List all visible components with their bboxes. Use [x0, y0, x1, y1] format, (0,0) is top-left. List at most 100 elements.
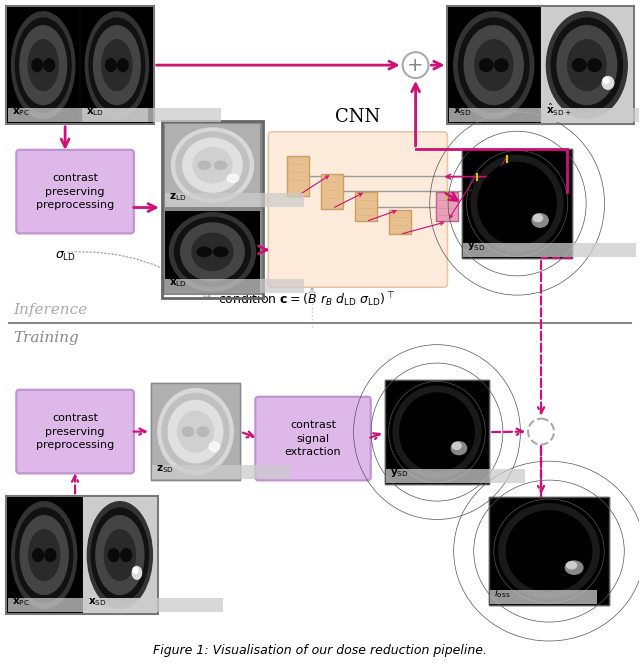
FancyBboxPatch shape [385, 380, 489, 484]
Ellipse shape [214, 247, 228, 256]
FancyBboxPatch shape [82, 108, 221, 122]
FancyBboxPatch shape [6, 496, 157, 614]
FancyBboxPatch shape [355, 192, 377, 222]
Ellipse shape [89, 18, 145, 112]
Ellipse shape [588, 59, 601, 71]
Ellipse shape [15, 18, 71, 112]
Text: $\sigma_\mathrm{LD}$: $\sigma_\mathrm{LD}$ [55, 250, 76, 264]
Ellipse shape [168, 400, 223, 463]
FancyBboxPatch shape [84, 598, 223, 612]
Ellipse shape [471, 155, 563, 252]
Ellipse shape [175, 217, 250, 286]
FancyBboxPatch shape [496, 156, 518, 196]
Ellipse shape [198, 161, 211, 169]
FancyBboxPatch shape [6, 7, 154, 124]
FancyBboxPatch shape [436, 192, 458, 222]
Ellipse shape [506, 511, 591, 591]
Text: Training: Training [13, 331, 79, 345]
Ellipse shape [85, 12, 148, 119]
Text: $\mathbf{x}_\mathrm{PC}$: $\mathbf{x}_\mathrm{PC}$ [12, 596, 30, 608]
Ellipse shape [602, 77, 614, 89]
FancyBboxPatch shape [255, 397, 371, 480]
FancyBboxPatch shape [83, 498, 157, 613]
Text: $\mathbf{x}_\mathrm{LD}$: $\mathbf{x}_\mathrm{LD}$ [86, 106, 104, 118]
Text: $l_{\mathrm{oss}}$: $l_{\mathrm{oss}}$ [494, 586, 511, 600]
Ellipse shape [92, 508, 148, 602]
FancyBboxPatch shape [8, 108, 148, 122]
Circle shape [403, 52, 429, 78]
Ellipse shape [193, 147, 232, 183]
Ellipse shape [133, 567, 138, 573]
Ellipse shape [20, 515, 68, 595]
FancyBboxPatch shape [164, 123, 261, 208]
Ellipse shape [603, 77, 609, 83]
Ellipse shape [118, 59, 128, 71]
Ellipse shape [547, 12, 627, 119]
Ellipse shape [183, 139, 242, 192]
FancyBboxPatch shape [164, 192, 304, 206]
FancyBboxPatch shape [151, 383, 241, 480]
Text: contrast
signal
extraction: contrast signal extraction [285, 420, 341, 457]
Ellipse shape [180, 223, 244, 280]
FancyBboxPatch shape [164, 210, 261, 294]
Ellipse shape [28, 40, 58, 91]
Ellipse shape [533, 214, 543, 222]
Ellipse shape [15, 508, 73, 602]
FancyBboxPatch shape [386, 470, 525, 484]
Ellipse shape [158, 389, 233, 475]
Text: $\mathbf{z}_\mathrm{SD}$: $\mathbf{z}_\mathrm{SD}$ [156, 464, 173, 476]
Ellipse shape [33, 549, 44, 561]
FancyBboxPatch shape [152, 466, 291, 480]
FancyBboxPatch shape [287, 156, 309, 196]
Ellipse shape [458, 18, 529, 112]
FancyBboxPatch shape [8, 498, 81, 613]
FancyBboxPatch shape [490, 590, 596, 604]
Text: CNN: CNN [335, 108, 380, 126]
Ellipse shape [96, 515, 144, 595]
Text: Inference: Inference [13, 303, 88, 317]
Ellipse shape [495, 59, 508, 71]
Ellipse shape [88, 501, 152, 609]
Text: condition $\mathbf{c} = (B\ r_B\ d_{\mathrm{LD}}\ \sigma_{\mathrm{LD}})^\top$: condition $\mathbf{c} = (B\ r_B\ d_{\mat… [218, 291, 396, 309]
Ellipse shape [12, 501, 77, 609]
Ellipse shape [182, 427, 194, 436]
FancyBboxPatch shape [462, 149, 572, 258]
FancyBboxPatch shape [467, 174, 488, 208]
FancyBboxPatch shape [447, 7, 634, 124]
FancyBboxPatch shape [151, 383, 241, 480]
Ellipse shape [452, 442, 461, 450]
FancyBboxPatch shape [542, 108, 640, 122]
FancyBboxPatch shape [17, 150, 134, 233]
Ellipse shape [565, 561, 583, 574]
Text: $\hat{\mathbf{y}}_\mathrm{SD}$: $\hat{\mathbf{y}}_\mathrm{SD}$ [467, 237, 486, 253]
FancyBboxPatch shape [523, 158, 537, 196]
Ellipse shape [454, 12, 534, 119]
Text: $\mathbf{x}_\mathrm{LD}$: $\mathbf{x}_\mathrm{LD}$ [169, 277, 187, 289]
Ellipse shape [214, 161, 227, 169]
Ellipse shape [192, 233, 233, 270]
FancyBboxPatch shape [17, 390, 134, 474]
FancyBboxPatch shape [463, 243, 636, 257]
Text: contrast
preserving
preprocessing: contrast preserving preprocessing [36, 173, 114, 210]
Ellipse shape [478, 163, 556, 244]
Ellipse shape [532, 214, 548, 227]
Ellipse shape [29, 529, 60, 581]
Ellipse shape [178, 411, 213, 452]
Text: $\hat{\mathbf{x}}_\mathrm{SD+}$: $\hat{\mathbf{x}}_\mathrm{SD+}$ [546, 102, 572, 118]
FancyBboxPatch shape [489, 498, 609, 605]
Ellipse shape [172, 128, 253, 202]
FancyBboxPatch shape [268, 132, 447, 287]
Text: $\mathbf{z}_\mathrm{LD}$: $\mathbf{z}_\mathrm{LD}$ [169, 190, 186, 202]
Ellipse shape [44, 59, 54, 71]
FancyBboxPatch shape [81, 7, 153, 123]
Ellipse shape [104, 529, 135, 581]
FancyBboxPatch shape [385, 380, 489, 484]
FancyBboxPatch shape [489, 498, 609, 605]
Ellipse shape [170, 212, 255, 291]
Ellipse shape [93, 26, 140, 105]
Text: +: + [407, 56, 424, 75]
Text: $\mathbf{y}_\mathrm{SD}$: $\mathbf{y}_\mathrm{SD}$ [390, 468, 408, 480]
Ellipse shape [399, 393, 474, 471]
Ellipse shape [451, 442, 467, 455]
Ellipse shape [45, 549, 56, 561]
